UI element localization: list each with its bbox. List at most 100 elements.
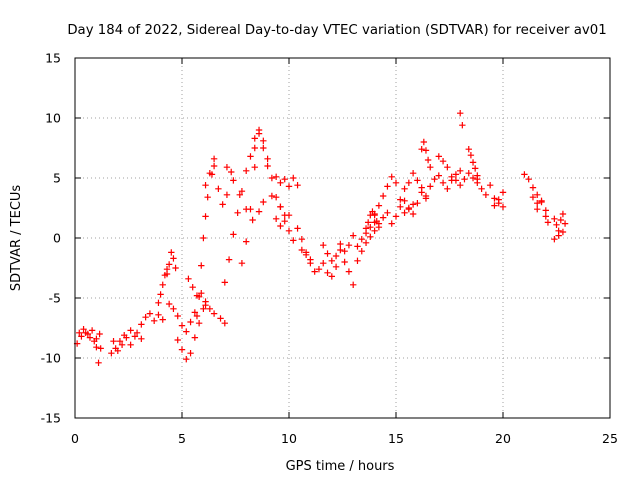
data-point [210, 155, 218, 162]
data-point [281, 218, 288, 225]
data-point [189, 284, 196, 291]
series-arc-05 [138, 310, 166, 328]
series-arc-30 [457, 110, 466, 129]
data-point [133, 329, 141, 336]
data-point [219, 201, 226, 208]
data-point [243, 238, 250, 245]
data-point [345, 242, 353, 249]
data-point [553, 221, 560, 228]
series-arc-04 [110, 333, 139, 354]
series-arc-11 [193, 155, 218, 320]
data-point [264, 162, 271, 170]
data-point [324, 269, 331, 276]
data-point [84, 330, 92, 338]
data-point [210, 162, 218, 170]
data-point [185, 275, 192, 282]
data-point [159, 316, 166, 323]
series-arc-22 [354, 209, 391, 264]
data-point [542, 207, 549, 214]
data-point [191, 309, 199, 316]
data-point [255, 126, 263, 134]
data-point [544, 219, 552, 226]
data-point [260, 137, 267, 144]
data-point [392, 179, 400, 186]
data-point [281, 212, 288, 219]
data-point [561, 220, 569, 227]
series-arc-12 [202, 162, 235, 208]
data-point [401, 197, 408, 204]
series-arc-36 [534, 198, 552, 226]
data-point [534, 206, 541, 213]
data-point [260, 198, 267, 206]
data-point [110, 338, 117, 345]
data-point [461, 176, 468, 183]
data-point [538, 198, 545, 206]
series-arc-08 [165, 300, 199, 335]
data-point [138, 321, 145, 328]
data-point [354, 257, 361, 264]
data-point [424, 156, 432, 164]
data-point [178, 322, 186, 329]
data-point [97, 345, 104, 352]
series-arc-33 [491, 195, 507, 210]
data-point [427, 183, 434, 190]
data-point [401, 185, 408, 192]
data-point [294, 225, 301, 232]
data-point [142, 314, 149, 321]
data-point [138, 335, 145, 342]
data-point [170, 305, 177, 312]
data-point [375, 202, 383, 209]
data-point [358, 236, 365, 243]
data-point [315, 266, 323, 273]
data-point [200, 234, 207, 242]
data-point [116, 338, 124, 345]
data-point [155, 299, 162, 306]
series-arc-06 [155, 266, 171, 306]
data-point [337, 240, 344, 248]
axis-ticks: 0 5 10 15 20 25 -15 -10 -5 0 5 10 15 [41, 51, 618, 447]
y-tick-label: 10 [45, 111, 61, 126]
data-point [364, 219, 372, 226]
data-point [418, 184, 425, 191]
data-point [168, 249, 175, 256]
y-tick-label: -15 [41, 411, 61, 426]
data-point [320, 242, 327, 249]
data-point [435, 172, 442, 179]
data-point [367, 224, 374, 231]
data-point [457, 110, 464, 117]
data-point [165, 261, 173, 268]
data-point [345, 268, 353, 275]
series-arc-14 [223, 164, 267, 224]
data-point [281, 176, 288, 183]
data-point [174, 336, 181, 344]
x-tick-label: 10 [281, 431, 297, 446]
data-point [559, 210, 567, 218]
data-point [191, 334, 199, 341]
series-arc-38 [551, 228, 567, 243]
data-point [302, 251, 310, 258]
data-point [243, 167, 250, 174]
data-point [354, 243, 361, 250]
data-point [127, 327, 134, 334]
data-point [202, 302, 209, 309]
data-point [221, 279, 228, 286]
data-point [362, 225, 370, 232]
data-point [392, 213, 400, 220]
series-arc-23 [362, 208, 383, 232]
data-point [187, 318, 194, 326]
series-arc-35 [529, 194, 549, 214]
data-point [230, 231, 237, 238]
data-point [542, 213, 549, 220]
data-point [204, 194, 211, 201]
data-point [405, 206, 413, 213]
data-point [457, 167, 464, 174]
series-arc-21 [337, 219, 378, 255]
data-point [559, 228, 567, 236]
data-point [206, 305, 214, 312]
data-point [474, 176, 481, 183]
data-point [409, 170, 417, 177]
data-point [268, 174, 276, 182]
data-point [215, 185, 222, 192]
